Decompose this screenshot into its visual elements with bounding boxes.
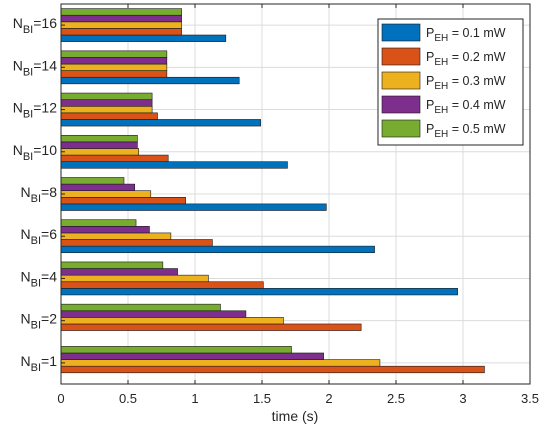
- bar: [60, 119, 261, 127]
- x-tick-label: 2: [325, 391, 332, 406]
- bar: [60, 21, 182, 29]
- bar: [60, 352, 324, 360]
- bar: [60, 134, 138, 143]
- bar: [60, 183, 135, 192]
- legend-swatch: [381, 95, 421, 114]
- bar: [60, 359, 381, 367]
- bar: [60, 303, 221, 312]
- bar: [60, 268, 178, 276]
- bar: [60, 141, 138, 149]
- bar: [60, 76, 240, 85]
- bar: [60, 105, 153, 114]
- bar: [60, 288, 458, 296]
- x-tick-label: 1.5: [253, 391, 271, 406]
- bar: [60, 310, 247, 318]
- bar: [60, 317, 284, 325]
- y-category-label: NBI=2: [21, 311, 58, 332]
- bar: [60, 154, 169, 162]
- bar: [60, 197, 186, 205]
- bar: [60, 226, 150, 234]
- bar: [60, 99, 153, 107]
- bar: [60, 232, 172, 240]
- y-category-label: NBI=10: [13, 142, 57, 163]
- x-axis-ticks: 0 0.5 1 1.5 2 2.5 3 3.5: [57, 4, 539, 406]
- legend-entry-label: PEH = 0.4 mW: [426, 98, 506, 116]
- y-category-label: NBI=4: [21, 268, 58, 289]
- bar: [60, 8, 182, 16]
- bar: [60, 323, 362, 331]
- bar: [60, 14, 182, 23]
- legend-entry-label: PEH = 0.3 mW: [426, 74, 506, 92]
- bar: [60, 112, 158, 120]
- y-category-label: NBI=8: [21, 184, 58, 205]
- legend-entry-label: PEH = 0.5 mW: [426, 122, 506, 140]
- bar: [60, 161, 288, 169]
- y-category-label: NBI=12: [13, 100, 57, 121]
- bar: [60, 190, 152, 198]
- legend-swatch: [381, 47, 421, 66]
- legend: PEH = 0.1 mW PEH = 0.2 mW PEH = 0.3 mW PEH …: [377, 18, 524, 146]
- bar: [60, 34, 227, 42]
- plot-border: [60, 3, 531, 385]
- bar: [60, 92, 153, 100]
- legend-swatch: [381, 119, 421, 138]
- x-tick-label: 0.5: [119, 391, 137, 406]
- y-category-label: NBI=6: [21, 226, 58, 247]
- legend-entry-label: PEH = 0.2 mW: [426, 50, 506, 68]
- x-tick-label: 3: [459, 391, 466, 406]
- bar: [60, 219, 137, 227]
- bar: [60, 346, 292, 354]
- legend-entry-label: PEH = 0.1 mW: [426, 26, 506, 44]
- bar: [60, 245, 375, 254]
- x-axis-title: time (s): [272, 408, 319, 424]
- bar: [60, 50, 168, 58]
- bar: [60, 261, 164, 269]
- bar: [60, 365, 485, 374]
- bar: [60, 148, 140, 156]
- x-tick-label: 3.5: [521, 391, 539, 406]
- bar: [60, 57, 168, 65]
- bar: [60, 177, 125, 185]
- bars: [60, 8, 485, 374]
- bar: [60, 281, 264, 289]
- x-tick-label: 2.5: [387, 391, 405, 406]
- legend-swatch: [381, 71, 421, 90]
- bar: [60, 70, 168, 78]
- y-category-label: NBI=14: [13, 57, 57, 78]
- y-category-label: NBI=1: [21, 353, 58, 374]
- bar: [60, 274, 209, 283]
- bar: [60, 28, 182, 36]
- bar: [60, 63, 168, 71]
- x-tick-label: 1: [191, 391, 198, 406]
- bar: [60, 203, 327, 211]
- y-category-label: NBI=16: [13, 15, 57, 36]
- x-tick-label: 0: [57, 391, 64, 406]
- y-axis-category-labels: NBI=1 NBI=2 NBI=4 NBI=6 NBI=8 NBI=10 NBI=12 NBI…: [13, 15, 57, 374]
- legend-swatch: [381, 23, 421, 42]
- bar: [60, 239, 213, 247]
